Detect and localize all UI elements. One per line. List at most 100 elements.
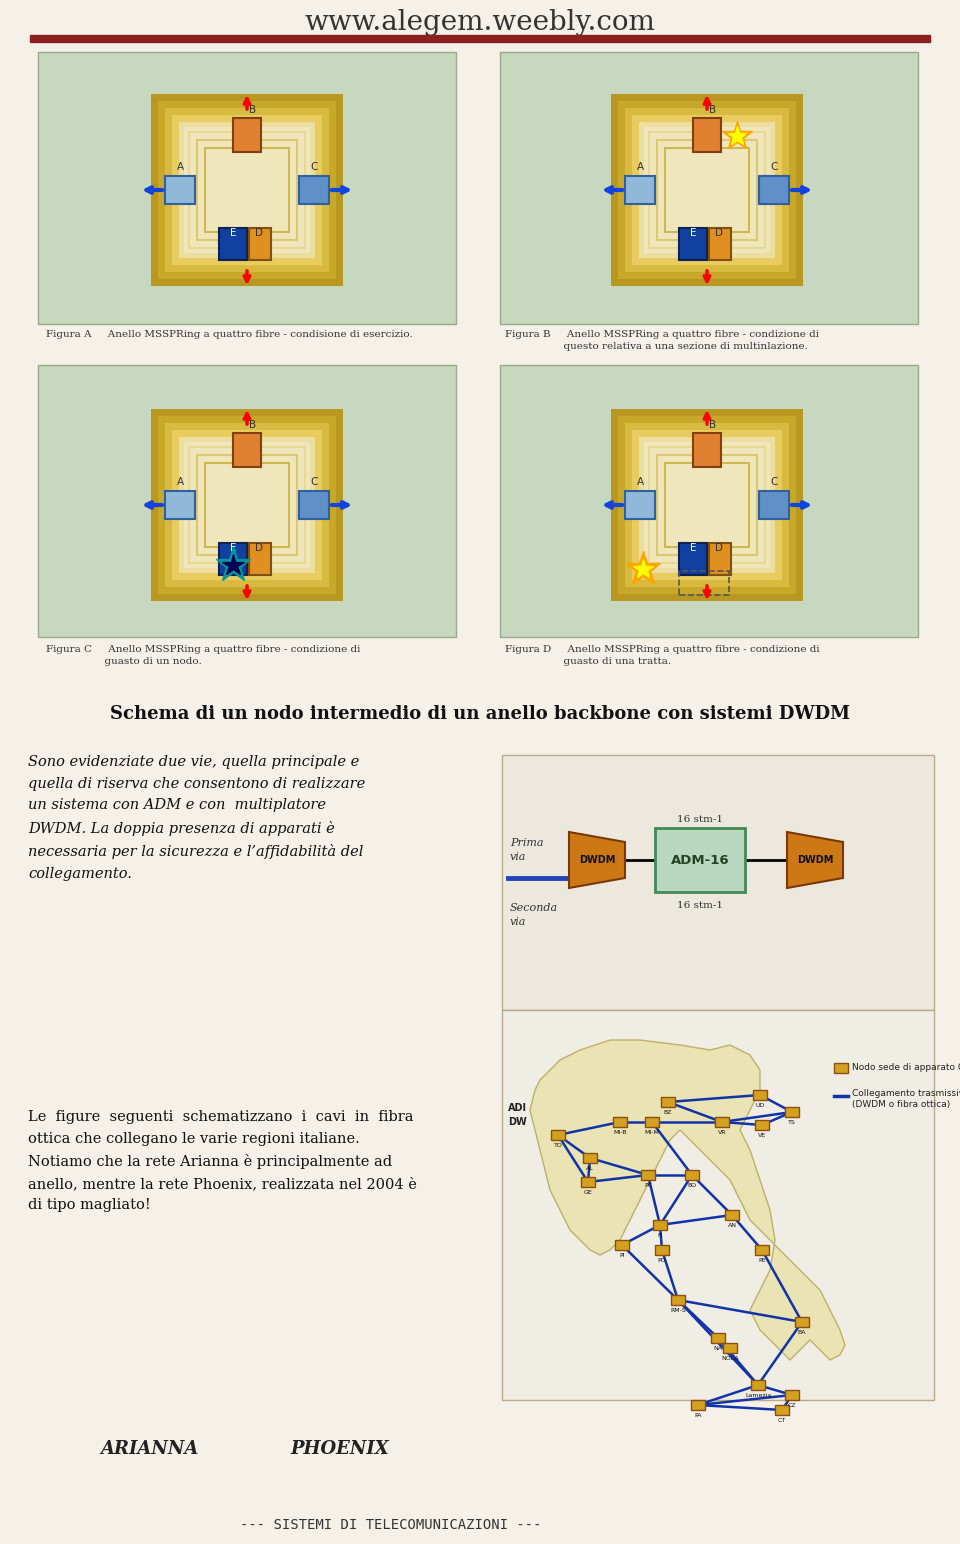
Text: PE: PE: [758, 1258, 766, 1263]
Text: Figura A     Anello MSSPRing a quattro fibre - condisione di esercizio.: Figura A Anello MSSPRing a quattro fibre…: [46, 330, 413, 340]
Bar: [502, 755, 934, 1010]
Text: Lamezia: Lamezia: [745, 1393, 771, 1397]
Text: Nodo sede di apparato ODXC: Nodo sede di apparato ODXC: [852, 1064, 960, 1073]
Bar: [615, 1240, 629, 1251]
Bar: [165, 176, 195, 204]
Bar: [759, 176, 789, 204]
Bar: [184, 127, 310, 253]
Text: A: A: [636, 477, 643, 486]
Text: FI: FI: [658, 1234, 662, 1238]
Bar: [665, 463, 749, 547]
Bar: [38, 364, 456, 638]
Bar: [759, 491, 789, 519]
Bar: [641, 1170, 655, 1180]
Bar: [165, 108, 329, 272]
Text: D: D: [255, 543, 263, 553]
Bar: [657, 141, 757, 239]
Bar: [693, 432, 721, 466]
Bar: [755, 1119, 769, 1130]
Text: RM-S: RM-S: [670, 1308, 685, 1312]
Text: NA: NA: [713, 1346, 723, 1351]
Text: PA: PA: [694, 1413, 702, 1417]
Text: --- SISTEMI DI TELECOMUNICAZIONI ---: --- SISTEMI DI TELECOMUNICAZIONI ---: [240, 1518, 541, 1532]
Bar: [625, 423, 789, 587]
Text: Figura C     Anello MSSPRing a quattro fibre - condizione di: Figura C Anello MSSPRing a quattro fibre…: [46, 645, 360, 655]
Bar: [725, 1210, 739, 1220]
Bar: [655, 1244, 669, 1255]
Text: DWDM: DWDM: [797, 855, 833, 865]
Text: D: D: [715, 543, 723, 553]
Text: VE: VE: [758, 1133, 766, 1138]
Bar: [179, 437, 315, 573]
Bar: [151, 409, 343, 601]
Bar: [158, 415, 336, 594]
Text: B: B: [709, 105, 716, 114]
Bar: [639, 122, 775, 258]
Text: A: A: [177, 477, 183, 486]
Bar: [502, 1010, 934, 1400]
Bar: [685, 1170, 699, 1180]
Bar: [581, 1177, 595, 1187]
Bar: [165, 491, 195, 519]
Bar: [618, 415, 796, 594]
Text: DWDM: DWDM: [579, 855, 615, 865]
Bar: [723, 1343, 737, 1353]
Bar: [205, 148, 289, 232]
Text: guasto di una tratta.: guasto di una tratta.: [505, 658, 671, 665]
Bar: [618, 100, 796, 279]
Bar: [632, 114, 782, 266]
Text: MI-M: MI-M: [644, 1130, 660, 1135]
Bar: [657, 455, 757, 554]
Bar: [795, 1317, 809, 1326]
Bar: [709, 543, 731, 574]
Text: Prima
via: Prima via: [510, 838, 543, 862]
Bar: [632, 429, 782, 581]
Bar: [639, 437, 775, 573]
Text: PHOENIX: PHOENIX: [290, 1441, 389, 1458]
Bar: [653, 1220, 667, 1231]
Bar: [625, 108, 789, 272]
Bar: [299, 176, 329, 204]
Text: B: B: [250, 105, 256, 114]
Bar: [679, 543, 707, 574]
Bar: [715, 1116, 729, 1127]
Bar: [189, 448, 305, 564]
Text: E: E: [229, 229, 236, 238]
Text: A: A: [177, 162, 183, 171]
Bar: [679, 571, 729, 594]
Text: Sono evidenziate due vie, quella principale e
quella di riserva che consentono d: Sono evidenziate due vie, quella princip…: [28, 755, 365, 882]
Polygon shape: [569, 832, 625, 888]
Bar: [834, 1062, 848, 1073]
Text: B: B: [250, 420, 256, 429]
Bar: [755, 1244, 769, 1255]
Bar: [219, 543, 247, 574]
Polygon shape: [530, 1041, 845, 1360]
Text: Seconda
via: Seconda via: [510, 903, 558, 926]
Text: CT: CT: [778, 1417, 786, 1424]
Bar: [611, 94, 803, 286]
Text: www.alegem.weebly.com: www.alegem.weebly.com: [304, 9, 656, 36]
Text: ARIANNA: ARIANNA: [100, 1441, 199, 1458]
Text: AN: AN: [728, 1223, 736, 1227]
Bar: [233, 432, 261, 466]
Text: NOLA: NOLA: [721, 1356, 739, 1360]
Text: (DWDM o fibra ottica): (DWDM o fibra ottica): [852, 1099, 950, 1109]
Bar: [189, 131, 305, 249]
Bar: [625, 491, 655, 519]
Bar: [751, 1380, 765, 1390]
Bar: [583, 1153, 597, 1163]
Text: C: C: [770, 477, 778, 486]
Bar: [613, 1116, 627, 1127]
Bar: [500, 364, 918, 638]
Text: PC: PC: [644, 1183, 652, 1187]
Bar: [649, 131, 765, 249]
Bar: [709, 229, 731, 259]
Bar: [644, 127, 770, 253]
Text: VR: VR: [718, 1130, 727, 1135]
Bar: [775, 1405, 789, 1414]
Bar: [711, 1332, 725, 1343]
Bar: [158, 100, 336, 279]
Text: Schema di un nodo intermedio di un anello backbone con sistemi DWDM: Schema di un nodo intermedio di un anell…: [110, 706, 850, 723]
Text: MI-B: MI-B: [613, 1130, 627, 1135]
Bar: [205, 463, 289, 547]
